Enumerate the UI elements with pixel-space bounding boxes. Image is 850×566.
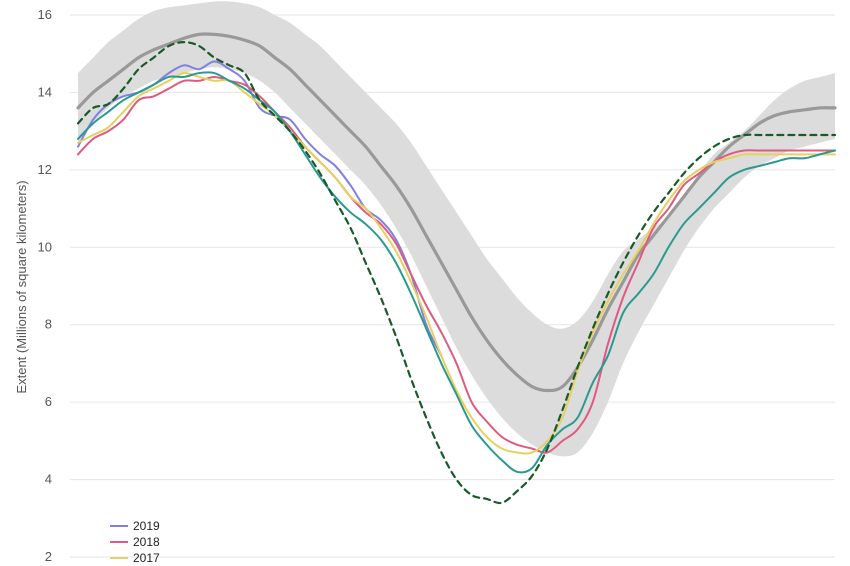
legend-label: 2019 [133,519,160,533]
range-band [78,1,835,457]
y-tick-label: 2 [45,549,52,564]
y-tick-label: 6 [45,394,52,409]
y-tick-label: 8 [45,317,52,332]
y-axis-ticks: 2 4 6 8 10 12 14 16 [38,7,52,564]
y-tick-label: 4 [45,472,52,487]
y-tick-label: 16 [38,7,52,22]
series-line-2017[interactable] [77,72,836,455]
legend-item-2017[interactable]: 2017 [110,551,160,565]
series-line-2018[interactable] [77,75,836,454]
series-line-unlabeled-4[interactable] [77,71,836,474]
series-lines [76,32,837,505]
interdecile-range-band [78,1,835,457]
legend[interactable]: 2019 2018 2017 [110,519,160,565]
legend-item-2018[interactable]: 2018 [110,535,160,549]
series-line-unlabeled-5[interactable] [76,41,837,505]
series-line-unlabeled-0[interactable] [76,32,837,393]
legend-item-2019[interactable]: 2019 [110,519,160,533]
legend-label: 2018 [133,535,160,549]
legend-label: 2017 [133,551,160,565]
y-tick-label: 12 [38,162,52,177]
y-tick-label: 14 [38,84,52,99]
y-axis-title: Extent (Millions of square kilometers) [14,180,29,393]
y-tick-label: 10 [38,239,52,254]
